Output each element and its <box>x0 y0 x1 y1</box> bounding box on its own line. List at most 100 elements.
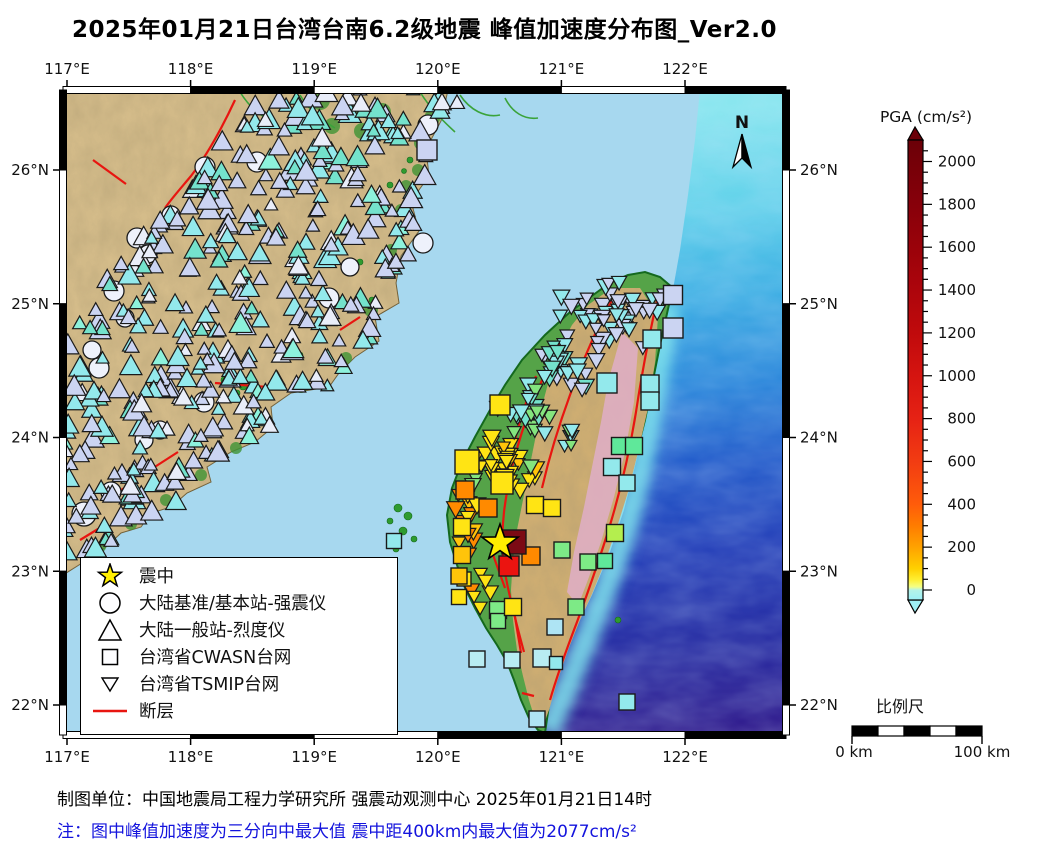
station-triangle <box>268 90 290 109</box>
station-triangle <box>300 103 325 126</box>
legend-item-star: 震中 <box>81 562 397 589</box>
captions: 制图单位：中国地震局工程力学研究所 强震动观测中心 2025年01月21日14时… <box>57 785 1017 842</box>
station-itriangle <box>471 601 489 617</box>
station-triangle <box>93 319 111 336</box>
station-itriangle <box>608 308 625 324</box>
station-triangle <box>257 147 283 170</box>
station-triangle <box>164 292 186 312</box>
station-triangle <box>412 163 437 186</box>
map-content <box>63 90 786 735</box>
station-triangle <box>255 382 276 401</box>
station-triangle <box>297 311 317 329</box>
triangle-icon <box>81 617 139 643</box>
station-triangle <box>365 96 390 119</box>
legend-item-label: 震中 <box>139 567 174 587</box>
pga-colorbar: 0 200 400 600 800 1000 1200 1400 1600 1800 2000 PGA… <box>880 108 976 615</box>
station-itriangle <box>563 423 581 440</box>
station-triangle <box>67 354 92 377</box>
station-square <box>532 648 552 668</box>
station-triangle <box>164 489 188 511</box>
station-itriangle <box>483 459 499 473</box>
station-triangle <box>211 322 228 337</box>
station-triangle <box>357 315 382 338</box>
station-itriangle <box>520 392 536 407</box>
station-triangle <box>227 171 247 189</box>
station-itriangle <box>590 342 607 358</box>
lon-label: 122°E <box>662 748 708 766</box>
station-triangle <box>228 310 254 334</box>
lon-label: 120°E <box>415 60 461 78</box>
station-triangle <box>119 474 142 495</box>
fault-line <box>164 99 236 209</box>
station-itriangle <box>620 322 638 339</box>
station-itriangle <box>511 404 531 422</box>
station-triangle <box>101 275 119 292</box>
lat-label: 25°N <box>800 295 838 313</box>
islet <box>614 616 622 624</box>
station-triangle <box>125 461 142 476</box>
station-square <box>385 532 403 550</box>
station-square <box>454 449 480 475</box>
station-triangle <box>309 269 329 287</box>
station-triangle <box>201 232 220 249</box>
station-triangle <box>281 337 305 359</box>
station-triangle <box>273 338 291 354</box>
fault-line <box>521 691 535 698</box>
station-square <box>416 139 438 161</box>
station-triangle <box>95 350 110 364</box>
stations <box>63 90 684 728</box>
station-square <box>490 471 514 495</box>
station-itriangle <box>562 377 580 394</box>
legend-item-itriangle: 台湾省TSMIP台网 <box>81 670 397 697</box>
station-triangle <box>172 386 195 406</box>
station-triangle <box>193 390 211 406</box>
lon-label: 122°E <box>662 60 708 78</box>
station-itriangle <box>548 344 567 361</box>
station-triangle <box>230 268 249 285</box>
station-triangle <box>175 327 194 345</box>
station-square <box>503 597 523 617</box>
station-triangle <box>83 535 108 558</box>
station-triangle <box>250 309 271 328</box>
station-triangle <box>80 495 102 515</box>
islet <box>393 503 403 513</box>
station-circle <box>412 232 434 254</box>
station-triangle <box>101 483 123 503</box>
station-itriangle <box>535 369 554 386</box>
station-itriangle <box>600 277 617 292</box>
station-square <box>478 498 498 518</box>
station-square <box>489 612 507 630</box>
station-triangle <box>231 367 250 385</box>
scalebar-title: 比例尺 <box>876 697 924 716</box>
station-itriangle <box>466 590 482 605</box>
station-itriangle <box>558 329 576 345</box>
epicenter-star <box>479 521 521 561</box>
station-triangle <box>128 294 145 310</box>
fault-line <box>92 159 127 185</box>
station-triangle <box>150 347 172 366</box>
station-square <box>528 710 546 728</box>
station-triangle <box>448 93 466 110</box>
station-itriangle <box>481 585 500 602</box>
legend-item-label: 台湾省TSMIP台网 <box>139 675 280 695</box>
station-triangle <box>310 126 334 147</box>
station-triangle <box>181 215 205 237</box>
lon-label: 121°E <box>539 748 585 766</box>
station-triangle <box>178 195 200 215</box>
station-square <box>450 567 468 585</box>
station-triangle <box>152 318 170 334</box>
station-triangle <box>316 347 335 364</box>
station-itriangle <box>520 473 538 489</box>
colorbar-tick-label: 1800 <box>938 195 976 213</box>
station-triangle <box>207 273 226 290</box>
station-triangle <box>313 283 333 302</box>
station-triangle <box>243 300 260 315</box>
station-square <box>640 391 660 411</box>
station-itriangle <box>640 302 659 320</box>
station-triangle <box>165 472 185 490</box>
station-square <box>605 523 625 543</box>
station-itriangle <box>579 292 595 306</box>
lat-label: 26°N <box>11 161 49 179</box>
river <box>504 97 539 120</box>
